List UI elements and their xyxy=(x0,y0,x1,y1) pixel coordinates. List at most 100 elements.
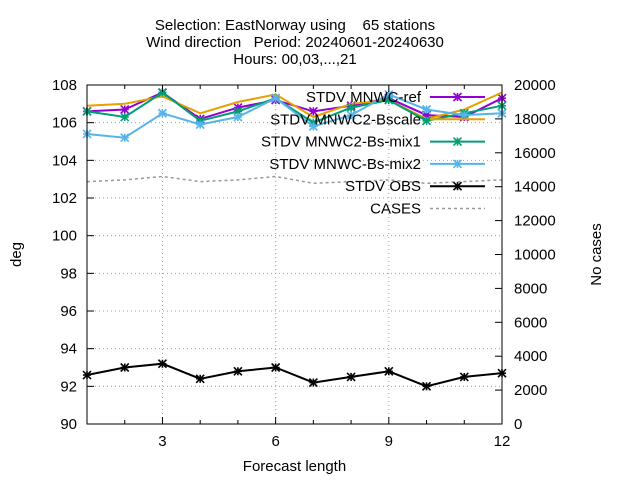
marker-stroke xyxy=(195,119,205,130)
marker-stroke xyxy=(346,103,356,113)
y2-tick-label: 16000 xyxy=(514,145,556,162)
marker-stroke xyxy=(120,133,130,143)
y2-tick-label: 10000 xyxy=(514,247,556,264)
legend-label: STDV MNWC2-Bs-mix1 xyxy=(261,134,421,151)
grid xyxy=(87,85,502,424)
x-tick-label: 3 xyxy=(158,433,166,450)
chart-title-line: Hours: 00,03,...,21 xyxy=(233,51,356,68)
marker-stroke xyxy=(157,87,168,98)
y2-tick-label: 2000 xyxy=(514,382,547,399)
y2-tick-label: 4000 xyxy=(514,348,547,365)
data-point xyxy=(346,110,356,120)
data-point xyxy=(384,89,394,99)
y-axis-label: deg xyxy=(8,242,25,267)
series-line xyxy=(86,93,503,139)
legend-entry: STDV MNWC2-Bs-mix1 xyxy=(261,134,485,151)
y-tick-label: 106 xyxy=(52,115,77,132)
series-cases xyxy=(86,175,503,185)
legend-label: CASES xyxy=(370,201,421,218)
data-point xyxy=(233,366,243,376)
x-tick-label: 12 xyxy=(494,433,511,450)
data-point xyxy=(459,110,469,120)
data-point xyxy=(421,104,432,115)
data-point xyxy=(120,104,130,115)
series-line xyxy=(86,175,503,185)
marker-stroke xyxy=(452,137,463,147)
legend-entry: STDV MNWC-ref xyxy=(306,89,485,106)
data-point xyxy=(271,93,281,103)
marker-stroke xyxy=(421,381,432,391)
data-point xyxy=(195,119,205,130)
marker-stroke xyxy=(308,121,318,131)
data-point xyxy=(195,374,205,384)
legend-entry: STDV MNWC2-Bscale xyxy=(270,111,485,128)
legend-entry: STDV MNWC-Bs-mix2 xyxy=(269,156,485,173)
data-point xyxy=(157,108,168,118)
data-point xyxy=(421,116,432,126)
y-tick-label: 90 xyxy=(60,416,77,433)
data-point xyxy=(120,112,130,122)
data-point xyxy=(308,121,318,131)
data-point xyxy=(459,372,469,382)
marker-stroke xyxy=(421,116,432,126)
data-point xyxy=(120,133,130,143)
chart-title-line: Wind direction Period: 20240601-20240630 xyxy=(146,34,444,51)
data-point xyxy=(271,362,281,373)
y-tick-label: 98 xyxy=(60,265,77,282)
legend-marker xyxy=(452,181,463,191)
y-tick-label: 100 xyxy=(52,228,77,245)
data-point xyxy=(120,362,130,373)
series-line xyxy=(86,362,503,388)
marker-stroke xyxy=(308,378,318,388)
series-stdv-obs xyxy=(82,359,507,391)
marker-stroke xyxy=(346,372,356,382)
marker-stroke xyxy=(346,110,356,120)
data-point xyxy=(233,112,243,122)
marker-stroke xyxy=(157,108,168,118)
legend-label: STDV MNWC2-Bscale xyxy=(270,111,421,128)
legend-marker xyxy=(452,137,463,147)
legend-marker xyxy=(452,159,463,169)
y-tick-label: 96 xyxy=(60,303,77,320)
marker-stroke xyxy=(271,362,281,373)
legend-label: STDV MNWC-Bs-mix2 xyxy=(269,156,421,173)
y2-tick-label: 8000 xyxy=(514,280,547,297)
legend-label: STDV MNWC-ref xyxy=(306,89,422,106)
data-point xyxy=(308,378,318,388)
y-tick-label: 102 xyxy=(52,190,77,207)
marker-stroke xyxy=(120,362,130,373)
marker-stroke xyxy=(271,93,281,103)
marker-stroke xyxy=(452,181,463,191)
legend-entry: CASES xyxy=(370,201,485,218)
y2-tick-label: 6000 xyxy=(514,314,547,331)
y2-axis-label: No cases xyxy=(588,223,605,286)
y-tick-label: 92 xyxy=(60,378,77,395)
marker-stroke xyxy=(452,92,463,102)
x-tick-label: 9 xyxy=(385,433,393,450)
y2-tick-label: 0 xyxy=(514,416,522,433)
marker-stroke xyxy=(120,112,130,122)
y2-tick-label: 18000 xyxy=(514,111,556,128)
y2-tick-label: 20000 xyxy=(514,77,556,94)
data-point xyxy=(421,381,432,391)
legend-label: STDV OBS xyxy=(345,178,421,195)
marker-stroke xyxy=(233,112,243,122)
marker-stroke xyxy=(384,366,394,376)
data-point xyxy=(308,106,318,116)
marker-stroke xyxy=(120,104,130,115)
data-point xyxy=(157,359,168,369)
data-point xyxy=(346,103,356,113)
chart-title-line: Selection: EastNorway using 65 stations xyxy=(155,17,435,34)
y-tick-label: 94 xyxy=(60,341,77,358)
data-point xyxy=(346,372,356,382)
x-axis-label: Forecast length xyxy=(243,458,346,475)
legend: STDV MNWC-ref STDV MNWC2-Bscale STDV MNWC2… xyxy=(261,89,485,218)
chart-title: Selection: EastNorway using 65 stationsW… xyxy=(146,17,444,68)
y-tick-label: 108 xyxy=(52,77,77,94)
marker-stroke xyxy=(421,104,432,115)
legend-marker xyxy=(452,92,463,102)
y2-tick-label: 14000 xyxy=(514,179,556,196)
marker-stroke xyxy=(384,89,394,99)
marker-stroke xyxy=(233,366,243,376)
